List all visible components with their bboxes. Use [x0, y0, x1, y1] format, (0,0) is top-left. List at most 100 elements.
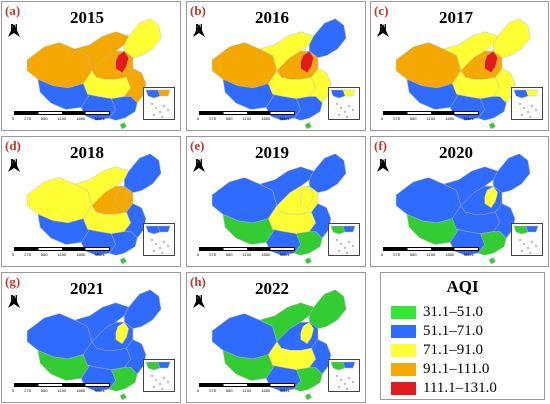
province-region-s [293, 231, 323, 256]
scale-tick-label: Miles [95, 252, 105, 257]
scale-bar [14, 383, 110, 387]
scale-tick-label: Miles [464, 116, 474, 121]
china-map [211, 153, 347, 265]
province-region-island [488, 257, 496, 265]
province-region-island [304, 122, 312, 130]
scale-tick-label: 550 [409, 252, 417, 257]
province-region-e [308, 203, 332, 239]
province-region-s [293, 367, 323, 392]
province-region-e [123, 203, 147, 239]
legend-label: 71.1–91.0 [423, 342, 483, 358]
scale-tick-label: 1100 [426, 252, 436, 257]
scale-tick-label: 1100 [57, 252, 67, 257]
panel-label: (a) [5, 3, 21, 18]
scale-ticks: 0 275 550 1100 1650 Miles [12, 388, 142, 393]
province-region-island [119, 122, 127, 130]
south-china-sea-inset [328, 359, 360, 392]
south-china-sea-inset [511, 223, 543, 256]
map-panel: (c) 2017 N 0 275 550 1100 1650 Miles [370, 1, 549, 131]
legend-swatch [391, 363, 416, 376]
legend-title: AQI [446, 277, 479, 296]
scale-tick-label: 550 [40, 388, 48, 393]
province-region-island [304, 393, 312, 401]
scale-ticks: 0 275 550 1100 1650 Miles [12, 116, 142, 121]
legend-label: 51.1–71.0 [423, 323, 483, 339]
province-region-hot [300, 185, 314, 209]
province-region-ne [309, 18, 347, 58]
province-region-s [477, 96, 507, 121]
province-region-hot [115, 321, 129, 345]
scale-bar [14, 111, 110, 115]
scale-tick-label: 0 [381, 116, 384, 121]
legend-label: 111.1–131.0 [423, 380, 497, 396]
scale-ticks: 0 275 550 1100 1650 Miles [381, 252, 511, 257]
scale-tick-label: 275 [209, 252, 216, 257]
aqi-legend: AQI 31.1–51.0 51.1–71.0 71.1–91.0 91.1–1… [380, 272, 545, 400]
scale-tick-label: 550 [40, 252, 48, 257]
scale-tick-label: 1100 [242, 116, 252, 121]
scale-tick-label: Miles [280, 252, 290, 257]
legend-swatch [391, 306, 416, 319]
scale-bar [199, 383, 295, 387]
panel-label: (h) [190, 274, 206, 289]
south-china-sea-inset [143, 359, 175, 392]
province-region-ne [124, 153, 162, 193]
province-region-s [108, 96, 138, 121]
china-map [395, 18, 531, 130]
scale-tick-label: 0 [381, 252, 384, 257]
legend-item: 111.1–131.0 [391, 379, 541, 398]
scale-tick-label: Miles [280, 388, 290, 393]
panel-year: 2016 [255, 8, 289, 27]
scale-bar [199, 247, 295, 251]
province-region-ne [309, 153, 347, 193]
scale-ticks: 0 275 550 1100 1650 Miles [197, 252, 327, 257]
panel-label: (c) [374, 3, 389, 18]
scale-tick-label: 1650 [445, 252, 455, 257]
south-china-sea-inset [143, 87, 175, 120]
north-arrow-icon [8, 295, 20, 308]
north-arrow-icon [8, 24, 20, 37]
legend-label: 31.1–51.0 [423, 304, 483, 320]
legend-label: 91.1–111.0 [423, 361, 490, 377]
scale-tick-label: 275 [209, 388, 216, 393]
scale-tick-label: 1650 [261, 116, 271, 121]
province-region-hot [484, 50, 498, 74]
scale-tick-label: 1100 [57, 116, 67, 121]
map-panel: (a) 2015 N 0 275 550 1100 1650 Miles [1, 1, 181, 131]
province-region-island [119, 393, 127, 401]
scale-tick-label: 0 [12, 116, 15, 121]
legend-item: 51.1–71.0 [391, 322, 541, 341]
scale-bar [383, 111, 479, 115]
south-china-sea-inset [143, 223, 175, 256]
scale-tick-label: 275 [393, 116, 400, 121]
scale-tick-label: 1650 [261, 252, 271, 257]
legend-item: 31.1–51.0 [391, 303, 541, 322]
china-map [26, 18, 162, 130]
north-arrow-icon [193, 159, 205, 172]
scale-tick-label: 275 [209, 116, 216, 121]
panel-year: 2020 [439, 143, 473, 162]
south-china-sea-inset [511, 87, 543, 120]
map-panel: (h) 2022 N 0 275 550 1100 1650 Miles [186, 272, 366, 403]
map-panel: (f) 2020 N 0 275 550 1100 1650 Miles [370, 136, 549, 267]
scale-bar [383, 247, 479, 251]
panel-year: 2018 [70, 143, 104, 162]
south-china-sea-inset [328, 223, 360, 256]
province-region-ne [493, 18, 531, 58]
province-region-ne [493, 153, 531, 193]
scale-bar [199, 111, 295, 115]
north-arrow-icon: N [7, 159, 21, 172]
scale-ticks: 0 275 550 1100 1650 Miles [12, 252, 142, 257]
panel-year: 2021 [70, 279, 104, 298]
scale-tick-label: Miles [280, 116, 290, 121]
legend-swatch [391, 382, 416, 395]
scale-tick-label: 1650 [76, 116, 86, 121]
north-arrow-icon: N [7, 24, 21, 37]
north-arrow-icon [8, 159, 20, 172]
scale-tick-label: Miles [464, 252, 474, 257]
north-arrow-icon: N [192, 159, 206, 172]
province-region-hot [300, 50, 314, 74]
province-region-ne [124, 18, 162, 58]
scale-tick-label: Miles [95, 116, 105, 121]
province-region-e [492, 68, 516, 104]
